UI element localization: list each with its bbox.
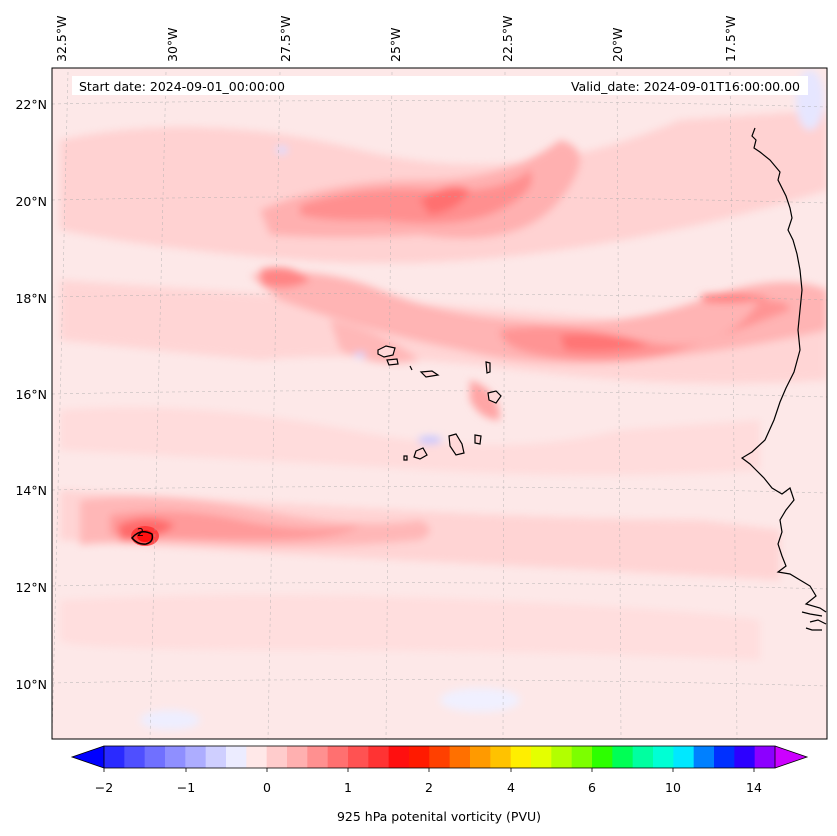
colorbar-cell	[510, 746, 532, 768]
colorbar-cell	[754, 746, 776, 768]
lat-label: 22°N	[15, 97, 47, 112]
colorbar-outline-extend	[774, 745, 809, 769]
colorbar-cell	[714, 746, 735, 768]
colorbar-tick-label: 10	[665, 780, 681, 795]
colorbar: −2 −1 0 1 2 4 6 10 14 925 hPa potenital …	[70, 745, 809, 824]
latitude-labels: 22°N 20°N 18°N 16°N 14°N 12°N 10°N	[15, 97, 47, 692]
colorbar-cell	[104, 746, 125, 768]
lat-label: 16°N	[15, 387, 47, 402]
colorbar-outline-extend	[70, 745, 105, 769]
colorbar-cell	[307, 746, 329, 768]
colorbar-tick-label: 4	[507, 780, 515, 795]
colorbar-cell	[693, 746, 715, 768]
colorbar-cell	[266, 746, 288, 768]
colorbar-tick-label: 2	[425, 780, 433, 795]
lon-label: 27.5°W	[278, 16, 293, 62]
colorbar-cell	[226, 746, 247, 768]
lon-label: 20°W	[610, 27, 625, 62]
contour-label: 2	[137, 526, 144, 539]
valid-date: Valid_date: 2024-09-01T16:00:00.00	[571, 79, 800, 94]
date-banner-background	[72, 76, 808, 95]
colorbar-cell	[612, 746, 634, 768]
map-border	[51, 67, 828, 740]
colorbar-cell	[124, 746, 146, 768]
colorbar-cells	[104, 746, 776, 768]
colorbar-tick-label: −2	[95, 780, 113, 795]
colorbar-tick-label: 0	[263, 780, 271, 795]
colorbar-cell	[449, 746, 471, 768]
colorbar-cell	[490, 746, 512, 768]
colorbar-cell	[632, 746, 654, 768]
lon-label: 17.5°W	[723, 16, 738, 62]
colorbar-cell	[531, 746, 552, 768]
colorbar-tick-label: 6	[588, 780, 596, 795]
colorbar-cell	[571, 746, 593, 768]
date-banner: Start date: 2024-09-01_00:00:00 Valid_da…	[72, 76, 808, 95]
start-date: Start date: 2024-09-01_00:00:00	[79, 79, 285, 94]
colorbar-cell	[185, 746, 207, 768]
lat-label: 10°N	[15, 677, 47, 692]
colorbar-title: 925 hPa potenital vorticity (PVU)	[337, 809, 541, 824]
graticule	[52, 71, 827, 739]
colorbar-cell	[144, 746, 166, 768]
colorbar-cell	[165, 746, 186, 768]
colorbar-extend-left	[72, 746, 104, 768]
longitude-labels: 32.5°W 30°W 27.5°W 25°W 22.5°W 20°W 17.5…	[54, 16, 738, 62]
colorbar-tick-label: 14	[746, 780, 762, 795]
colorbar-cell	[653, 746, 674, 768]
pv-field	[60, 70, 827, 730]
lon-label: 25°W	[388, 27, 403, 62]
colorbar-cell	[205, 746, 227, 768]
colorbar-extend-right	[775, 746, 807, 768]
lon-label: 32.5°W	[54, 16, 69, 62]
colorbar-cell	[592, 746, 613, 768]
colorbar-cell	[429, 746, 451, 768]
colorbar-tick-label: −1	[177, 780, 195, 795]
colorbar-cell	[246, 746, 268, 768]
lat-label: 14°N	[15, 483, 47, 498]
lon-label: 22.5°W	[500, 16, 515, 62]
lon-label: 30°W	[165, 27, 180, 62]
colorbar-tick-labels: −2 −1 0 1 2 4 6 10 14	[95, 780, 762, 795]
colorbar-cell	[287, 746, 308, 768]
colorbar-cell	[673, 746, 695, 768]
colorbar-cell	[388, 746, 410, 768]
colorbar-cell	[470, 746, 491, 768]
pv-core: 2	[131, 526, 159, 546]
lat-label: 18°N	[15, 291, 47, 306]
lat-label: 12°N	[15, 580, 47, 595]
colorbar-cell	[348, 746, 369, 768]
coastline-africa	[740, 127, 827, 631]
colorbar-cell	[327, 746, 349, 768]
colorbar-cell	[551, 746, 573, 768]
colorbar-cell	[734, 746, 756, 768]
lat-label: 20°N	[15, 194, 47, 209]
colorbar-outline	[103, 745, 776, 769]
colorbar-ticks	[103, 768, 755, 772]
colorbar-cell	[368, 746, 390, 768]
cape-verde-islands	[377, 345, 502, 461]
map-panel: 2	[52, 68, 827, 739]
colorbar-cell	[409, 746, 430, 768]
colorbar-tick-label: 1	[344, 780, 352, 795]
